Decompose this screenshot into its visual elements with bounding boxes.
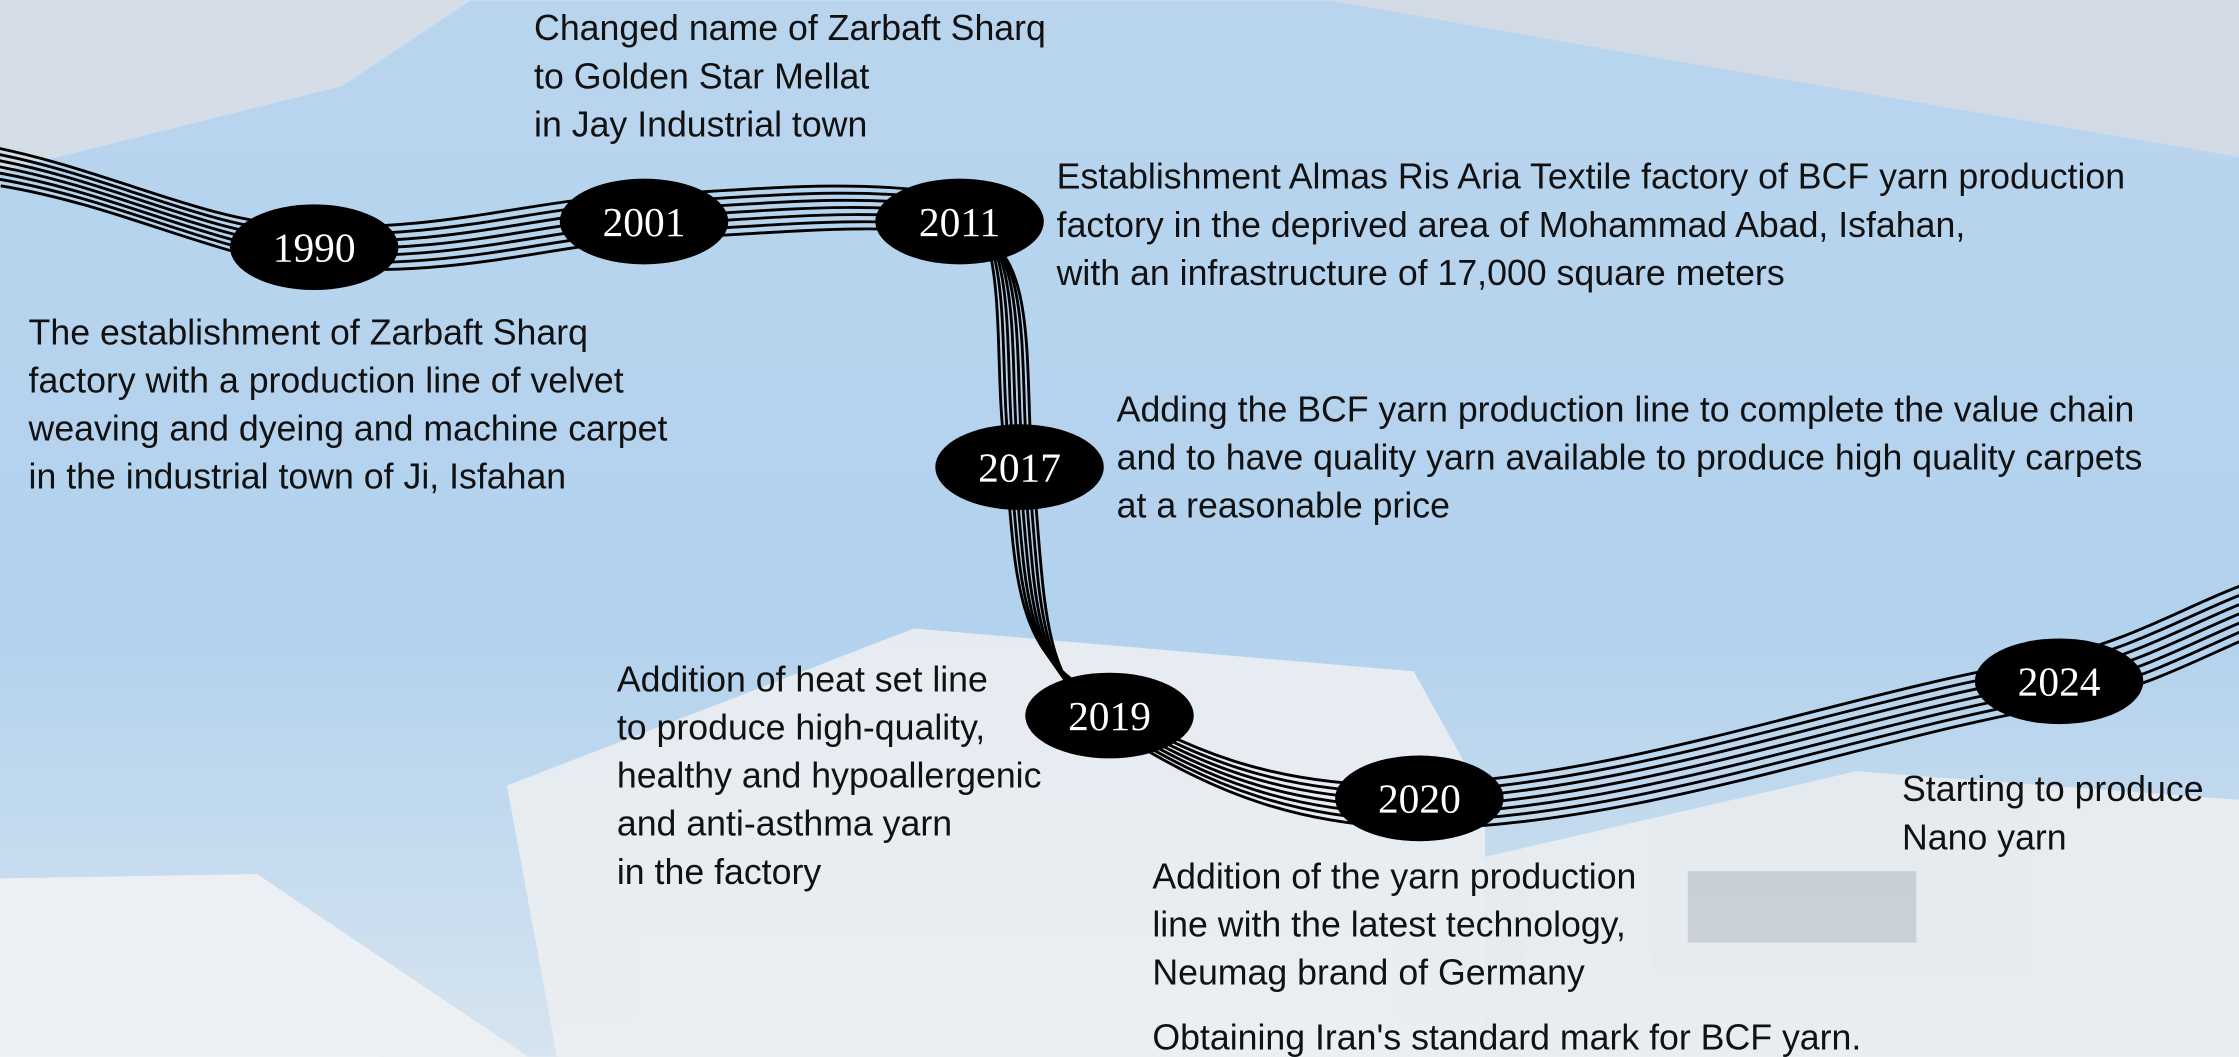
year-badge [935,424,1104,510]
year-badge [875,178,1044,265]
event-text: at a reasonable price [1117,486,1450,526]
event-text: in Jay Industrial town [534,104,867,144]
year-badge [1025,672,1194,759]
event-text: Addition of the yarn production [1152,856,1636,896]
ribbon-strand [0,184,2239,830]
event-text: in the factory [617,852,821,892]
event-text: The establishment of Zarbaft Sharq [29,312,588,352]
year-label: 2020 [1378,776,1461,822]
year-badge [1335,755,1504,842]
event-text: factory with a production line of velvet [29,360,624,400]
year-badge [559,178,729,265]
event-text: with an infrastructure of 17,000 square … [1056,253,1785,293]
year-label: 1990 [273,224,356,270]
event-text: weaving and dyeing and machine carpet [28,409,668,449]
event-text: Nano yarn [1902,817,2067,857]
event-text: in the industrial town of Ji, Isfahan [29,457,567,497]
event-text: line with the latest technology, [1152,904,1625,944]
year-label: 2011 [919,199,1000,245]
event-text: to produce high-quality, [617,707,985,747]
event-text: Neumag brand of Germany [1152,953,1585,993]
event-text: Changed name of Zarbaft Sharq [534,8,1046,48]
year-label: 2017 [978,444,1061,490]
event-text: to Golden Star Mellat [534,56,869,96]
year-label: 2019 [1068,693,1151,739]
event-text: Addition of heat set line [617,659,988,699]
event-text: Adding the BCF yarn production line to c… [1117,389,2135,429]
event-text: Starting to produce [1902,769,2204,809]
year-badge [229,204,399,291]
event-text: Establishment Almas Ris Aria Textile fac… [1057,157,2125,197]
event-text: factory in the deprived area of Mohammad… [1057,205,1966,245]
year-badge [1974,638,2144,725]
event-note: Obtaining Iran's standard mark for BCF y… [1152,1018,1861,1057]
event-text: and to have quality yarn available to pr… [1117,438,2143,478]
year-label: 2024 [2018,659,2101,705]
year-label: 2001 [603,199,686,245]
event-text: healthy and hypoallergenic [617,756,1042,796]
event-text: and anti-asthma yarn [617,804,952,844]
